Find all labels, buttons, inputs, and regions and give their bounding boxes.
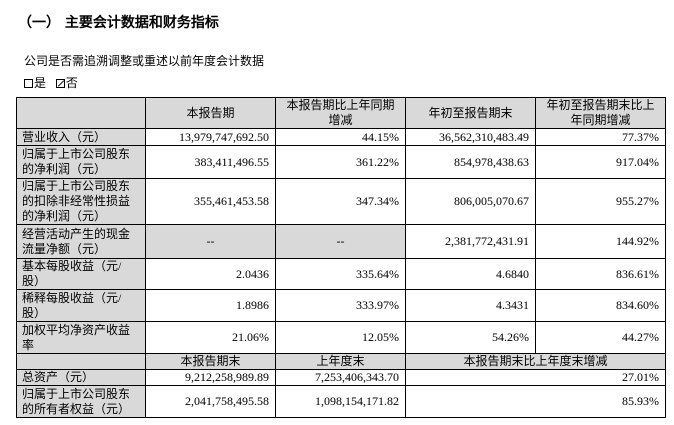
column-header: 本报告期末比上年度末增减 xyxy=(405,353,666,370)
cell-value: 335.64% xyxy=(275,258,406,290)
cell-value: 9,212,258,989.89 xyxy=(145,369,276,386)
cell-value: 85.93% xyxy=(405,385,666,418)
cell-value: 12.05% xyxy=(275,321,406,354)
column-header xyxy=(16,353,146,370)
cell-value: 854,978,438.63 xyxy=(405,145,536,179)
table-row: 归属于上市公司股东的所有者权益（元） 2,041,758,495.58 1,098,… xyxy=(16,385,666,418)
cell-value: -- xyxy=(145,224,276,259)
row-label: 归属于上市公司股东的所有者权益（元） xyxy=(16,385,146,418)
cell-value: 836.61% xyxy=(535,258,666,290)
column-header: 本报告期比上年同期增减 xyxy=(275,97,406,129)
cell-value: 383,411,496.55 xyxy=(145,145,276,179)
cell-value: 2.0436 xyxy=(145,258,276,290)
question-text: 公司是否需追溯调整或重述以前年度会计数据 xyxy=(24,54,265,68)
checkbox-no[interactable] xyxy=(55,79,65,88)
row-label: 营业收入（元） xyxy=(16,128,146,146)
section-title: （一） 主要会计数据和财务指标 xyxy=(18,15,219,31)
cell-value: 347.34% xyxy=(275,178,406,225)
cell-value: 333.97% xyxy=(275,289,406,322)
cell-value: 144.92% xyxy=(535,224,666,259)
cell-value: 44.27% xyxy=(535,321,666,354)
cell-value: 13,979,747,692.50 xyxy=(145,128,276,146)
row-label: 基本每股收益（元/股） xyxy=(16,258,146,290)
column-header: 年初至报告期末比上年同期增减 xyxy=(535,97,666,129)
option-yes-label: 是 xyxy=(34,76,47,90)
row-label: 稀释每股收益（元/股） xyxy=(16,289,146,322)
checkbox-yes[interactable] xyxy=(24,79,33,88)
restatement-options: 是 否 xyxy=(24,74,78,91)
table-row: 经营活动产生的现金流量净额（元） -- -- 2,381,772,431.91 144.… xyxy=(16,224,666,259)
cell-value: 2,041,758,495.58 xyxy=(145,385,276,418)
cell-value: 806,005,070.67 xyxy=(405,178,536,225)
table-row: 归属于上市公司股东的净利润（元） 383,411,496.55 361.22% 854… xyxy=(16,145,666,179)
table-row: 本报告期末 上年度末 本报告期末比上年度末增减 xyxy=(16,353,666,370)
cell-value: 834.60% xyxy=(535,289,666,322)
cell-value: 36,562,310,483.49 xyxy=(405,128,536,146)
cell-value: 44.15% xyxy=(275,128,406,146)
row-label: 归属于上市公司股东的净利润（元） xyxy=(16,145,146,179)
cell-value: 4.6840 xyxy=(405,258,536,290)
cell-value: 27.01% xyxy=(405,369,666,386)
row-label: 加权平均净资产收益率 xyxy=(16,321,146,354)
cell-value: 917.04% xyxy=(535,145,666,179)
cell-value: 2,381,772,431.91 xyxy=(405,224,536,259)
cell-value: 1.8986 xyxy=(145,289,276,322)
cell-value: -- xyxy=(275,224,406,259)
cell-value: 355,461,453.58 xyxy=(145,178,276,225)
table-row: 总资产（元） 9,212,258,989.89 7,253,406,343.70 27… xyxy=(16,369,666,386)
cell-value: 7,253,406,343.70 xyxy=(275,369,406,386)
cell-value: 1,098,154,171.82 xyxy=(275,385,406,418)
column-header: 年初至报告期末 xyxy=(405,97,536,129)
table-row: 本报告期 本报告期比上年同期增减 年初至报告期末 年初至报告期末比上年同期增减 xyxy=(16,97,666,129)
cell-value: 54.26% xyxy=(405,321,536,354)
column-header: 上年度末 xyxy=(275,353,406,370)
option-no-label: 否 xyxy=(65,76,78,90)
row-label: 经营活动产生的现金流量净额（元） xyxy=(16,224,146,259)
table-row: 基本每股收益（元/股） 2.0436 335.64% 4.6840 836.61% xyxy=(16,258,666,290)
row-label: 总资产（元） xyxy=(16,369,146,386)
table-row: 加权平均净资产收益率 21.06% 12.05% 54.26% 44.27% xyxy=(16,321,666,354)
cell-value: 77.37% xyxy=(535,128,666,146)
cell-value: 361.22% xyxy=(275,145,406,179)
table-row: 营业收入（元） 13,979,747,692.50 44.15% 36,562,310… xyxy=(16,128,666,146)
financial-indicators-table: 本报告期 本报告期比上年同期增减 年初至报告期末 年初至报告期末比上年同期增减 营业收入… xyxy=(16,97,666,418)
row-label: 归属于上市公司股东的扣除非经常性损益的净利润（元） xyxy=(16,178,146,225)
cell-value: 4.3431 xyxy=(405,289,536,322)
column-header: 本报告期末 xyxy=(145,353,276,370)
column-header xyxy=(16,97,146,129)
table-row: 稀释每股收益（元/股） 1.8986 333.97% 4.3431 834.60% xyxy=(16,289,666,322)
table-row: 归属于上市公司股东的扣除非经常性损益的净利润（元） 355,461,453.58 3… xyxy=(16,178,666,225)
column-header: 本报告期 xyxy=(145,97,276,129)
cell-value: 21.06% xyxy=(145,321,276,354)
cell-value: 955.27% xyxy=(535,178,666,225)
